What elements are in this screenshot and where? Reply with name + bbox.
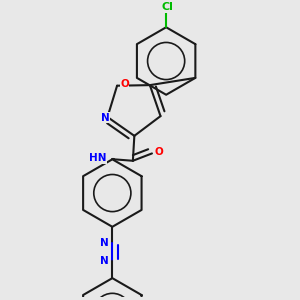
- Text: N: N: [100, 256, 109, 266]
- Text: N: N: [101, 112, 110, 123]
- Text: N: N: [100, 238, 109, 248]
- Text: HN: HN: [89, 153, 106, 164]
- Text: Cl: Cl: [162, 2, 173, 12]
- Text: O: O: [155, 147, 164, 157]
- Text: O: O: [120, 79, 129, 89]
